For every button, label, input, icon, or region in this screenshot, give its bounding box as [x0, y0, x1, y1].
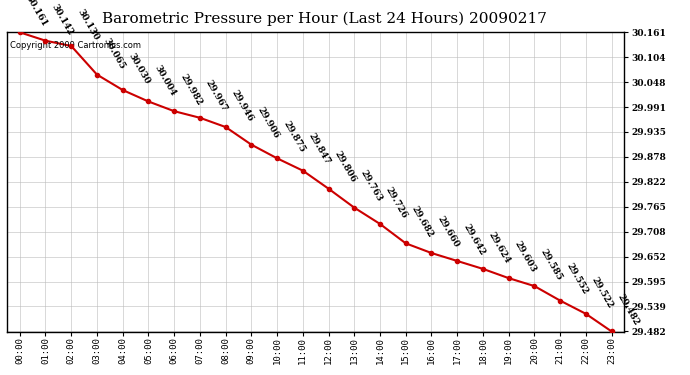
Text: 29.603: 29.603 — [513, 239, 538, 274]
Text: 29.585: 29.585 — [539, 247, 564, 282]
Text: 29.967: 29.967 — [204, 79, 229, 114]
Text: 30.142: 30.142 — [50, 2, 75, 36]
Text: Barometric Pressure per Hour (Last 24 Hours) 20090217: Barometric Pressure per Hour (Last 24 Ho… — [102, 11, 546, 26]
Text: 29.875: 29.875 — [282, 120, 306, 154]
Text: 29.642: 29.642 — [462, 222, 486, 257]
Text: Copyright 2009 Cartronics.com: Copyright 2009 Cartronics.com — [10, 41, 141, 50]
Text: 30.161: 30.161 — [24, 0, 49, 28]
Text: 29.847: 29.847 — [307, 132, 332, 166]
Text: 30.030: 30.030 — [127, 52, 152, 86]
Text: 29.522: 29.522 — [590, 275, 615, 310]
Text: 29.624: 29.624 — [487, 230, 512, 265]
Text: 29.763: 29.763 — [358, 169, 384, 204]
Text: 30.004: 30.004 — [152, 63, 177, 97]
Text: 30.130: 30.130 — [75, 8, 101, 42]
Text: 29.726: 29.726 — [384, 185, 409, 220]
Text: 29.946: 29.946 — [230, 88, 255, 123]
Text: 29.552: 29.552 — [564, 262, 589, 296]
Text: 30.065: 30.065 — [101, 36, 126, 70]
Text: 29.906: 29.906 — [255, 106, 281, 141]
Text: 29.806: 29.806 — [333, 150, 358, 184]
Text: 29.982: 29.982 — [178, 72, 204, 107]
Text: 29.660: 29.660 — [435, 214, 461, 249]
Text: 29.482: 29.482 — [615, 292, 641, 327]
Text: 29.682: 29.682 — [410, 204, 435, 239]
